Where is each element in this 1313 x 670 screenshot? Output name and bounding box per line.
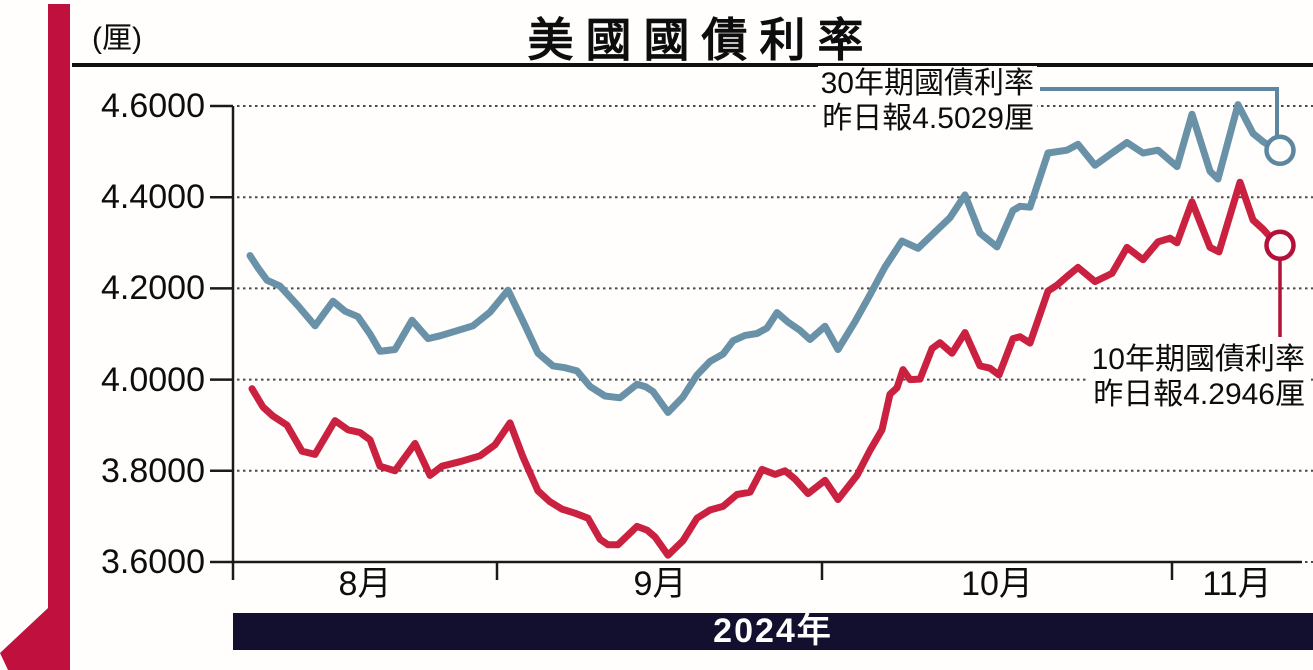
y-tick-label: 4.6000 (101, 87, 205, 125)
x-month-label: 9月 (633, 565, 687, 603)
annotation-30y-value: 昨日報4.5029厘 (822, 102, 1034, 135)
annotation-30y: 30年期國債利率 昨日報4.5029厘 (817, 66, 1037, 136)
endpoint-marker-10y (1264, 229, 1296, 262)
y-tick-label: 4.0000 (101, 361, 205, 399)
x-month-label: 10月 (961, 565, 1033, 603)
chart-title: 美國國債利率 (527, 14, 876, 66)
y-tick-label: 4.2000 (101, 269, 205, 307)
series-line-10y (248, 178, 1281, 559)
annotation-30y-name: 30年期國債利率 (820, 67, 1034, 100)
title-divider (72, 63, 1313, 67)
x-month-label: 8月 (338, 565, 392, 603)
connector-30y (1040, 87, 1279, 146)
x-month-label: 11月 (1202, 565, 1272, 603)
y-tick-label: 3.6000 (101, 543, 205, 581)
y-tick-label: 4.4000 (101, 178, 205, 216)
year-banner: 2024年 (233, 613, 1313, 650)
y-axis-unit-label: (厘) (92, 22, 142, 55)
series-line-30y (246, 101, 1281, 416)
endpoint-marker-30y (1264, 134, 1296, 167)
ribbon-shape (0, 4, 70, 670)
left-ribbon-decoration (0, 4, 70, 670)
annotation-10y: 10年期國債利率 昨日報4.2946厘 (1088, 342, 1308, 412)
y-tick-label: 3.8000 (101, 452, 205, 490)
annotation-10y-name: 10年期國債利率 (1091, 343, 1305, 376)
annotation-10y-value: 昨日報4.2946厘 (1093, 378, 1305, 411)
